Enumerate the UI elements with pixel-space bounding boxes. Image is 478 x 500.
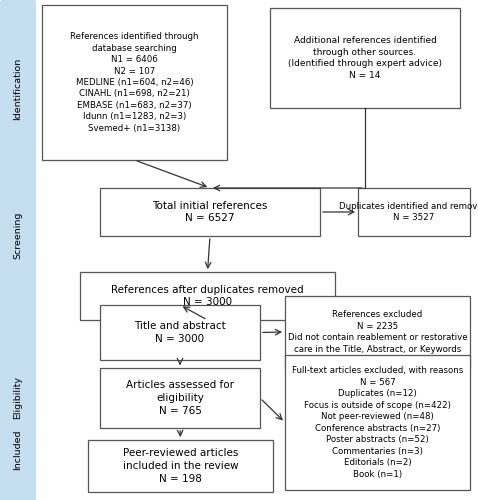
Text: Articles assessed for
eligibility
N = 765: Articles assessed for eligibility N = 76…: [126, 380, 234, 416]
Bar: [285, 296, 470, 368]
Text: Eligibility: Eligibility: [13, 376, 22, 419]
Bar: [42, 5, 227, 160]
Text: Identification: Identification: [13, 58, 22, 120]
Text: Additional references identified
through other sources.
(Identified through expe: Additional references identified through…: [288, 36, 442, 80]
Text: Title and abstract
N = 3000: Title and abstract N = 3000: [134, 321, 226, 344]
Text: Peer-reviewed articles
included in the review
N = 198: Peer-reviewed articles included in the r…: [123, 448, 239, 484]
Text: Full-text articles excluded, with reasons
N = 567
Duplicates (n=12)
Focus is out: Full-text articles excluded, with reason…: [292, 366, 463, 478]
Bar: [80, 272, 335, 320]
Text: Duplicates identified and removed
N = 3527: Duplicates identified and removed N = 35…: [339, 202, 478, 222]
FancyBboxPatch shape: [0, 0, 36, 177]
Bar: [100, 305, 260, 360]
FancyBboxPatch shape: [0, 293, 36, 500]
FancyBboxPatch shape: [0, 173, 36, 297]
Bar: [88, 440, 273, 492]
Text: Included: Included: [13, 430, 22, 470]
Text: Screening: Screening: [13, 212, 22, 258]
FancyBboxPatch shape: [0, 398, 36, 500]
Bar: [285, 355, 470, 490]
Bar: [100, 188, 320, 236]
Text: References excluded
N = 2235
Did not contain reablement or restorative
care in t: References excluded N = 2235 Did not con…: [288, 310, 467, 354]
Text: References after duplicates removed
N = 3000: References after duplicates removed N = …: [111, 284, 304, 308]
Bar: [358, 188, 470, 236]
Text: Total initial references
N = 6527: Total initial references N = 6527: [152, 200, 268, 224]
Text: References identified through
database searching
N1 = 6406
N2 = 107
MEDLINE (n1=: References identified through database s…: [70, 32, 199, 133]
Bar: [270, 8, 460, 108]
Bar: [100, 368, 260, 428]
